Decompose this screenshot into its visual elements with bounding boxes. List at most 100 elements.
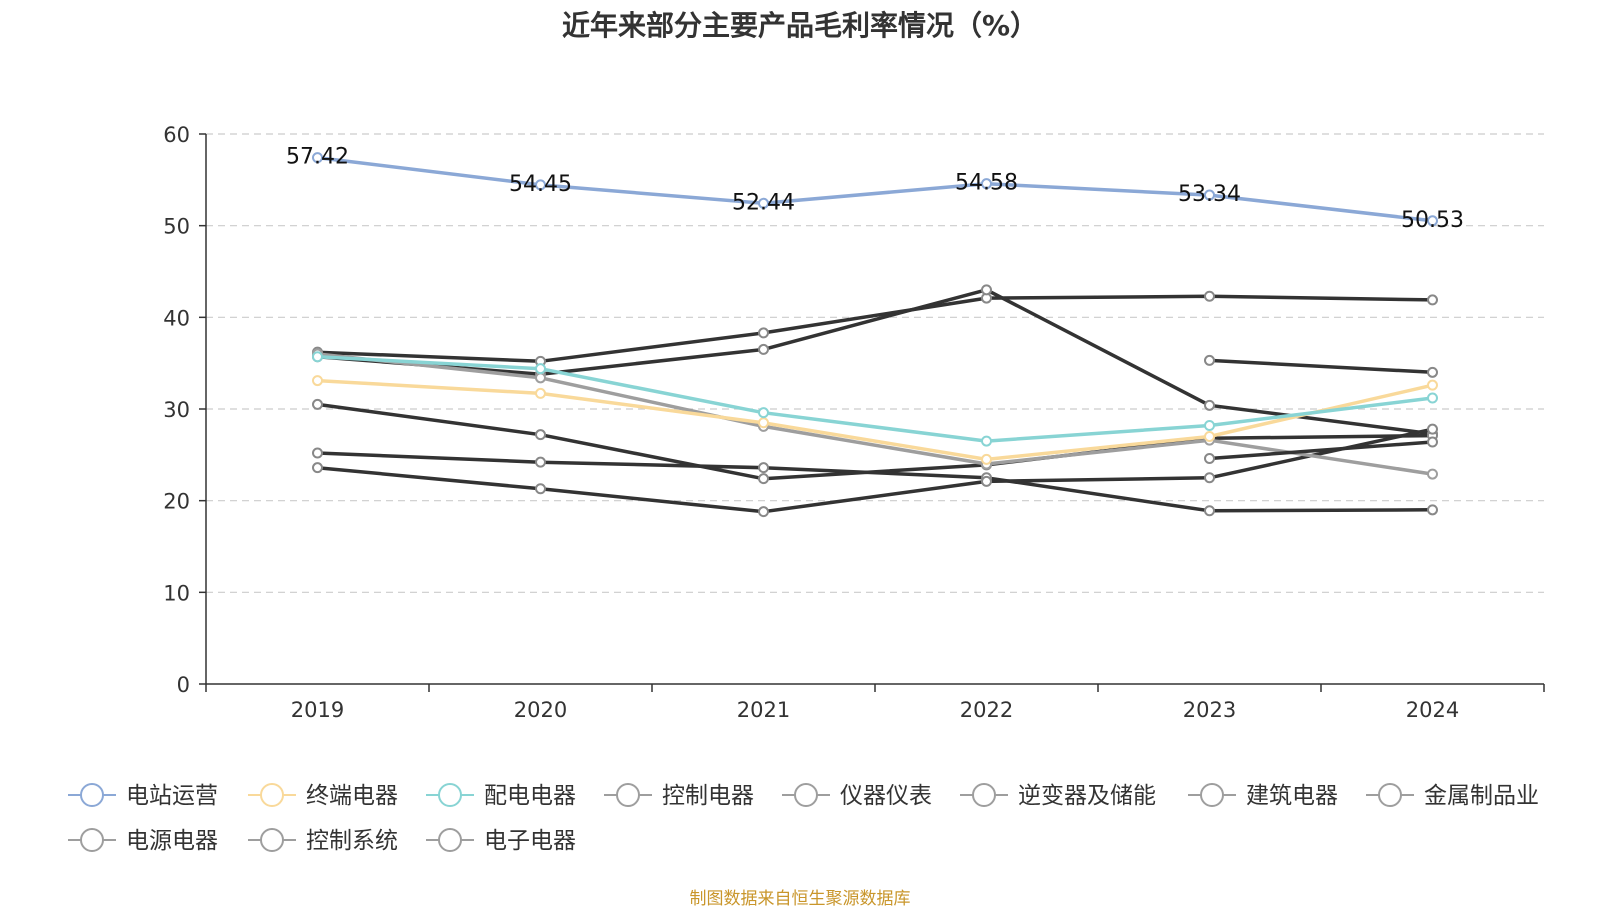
data-point[interactable] — [1204, 420, 1215, 431]
series-line — [317, 352, 1433, 476]
data-point[interactable] — [312, 152, 323, 164]
series-line — [317, 354, 1433, 443]
data-point[interactable] — [758, 197, 769, 209]
data-point[interactable] — [312, 375, 323, 387]
legend-label: 终端电器 — [306, 783, 398, 809]
data-point[interactable] — [758, 407, 769, 419]
data-point[interactable] — [1204, 189, 1215, 201]
data-label: 54.45 — [509, 172, 572, 197]
legend-marker — [438, 783, 462, 807]
x-tick-label: 2024 — [1406, 698, 1459, 722]
legend-item[interactable]: 仪器仪表 — [782, 783, 932, 809]
x-ticks: 2019 2020 2021 2022 2023 2024 — [205, 684, 1545, 722]
legend-marker — [794, 783, 818, 807]
data-point[interactable] — [535, 483, 546, 495]
source-note: 制图数据来自恒生聚源数据库 — [689, 889, 911, 909]
data-point[interactable] — [535, 387, 546, 399]
data-point[interactable] — [1427, 504, 1438, 516]
data-point[interactable] — [1204, 505, 1215, 517]
legend-label: 配电电器 — [484, 783, 576, 809]
data-point[interactable] — [312, 398, 323, 410]
data-point[interactable] — [758, 506, 769, 518]
data-point[interactable] — [1204, 472, 1215, 484]
y-grid: 0 10 20 30 40 50 60 — [163, 123, 1544, 697]
chart-title: 近年来部分主要产品毛利率情况（%） — [561, 9, 1039, 42]
legend-item[interactable]: 电源电器 — [68, 828, 218, 854]
data-point[interactable] — [535, 456, 546, 468]
x-tick-label: 2020 — [514, 698, 567, 722]
data-point[interactable] — [758, 343, 769, 355]
data-point[interactable] — [1427, 379, 1438, 391]
data-point[interactable] — [535, 363, 546, 375]
series-8 — [312, 447, 1438, 517]
data-point[interactable] — [1427, 392, 1438, 404]
series-11 — [1204, 436, 1438, 464]
legend-label: 仪器仪表 — [840, 783, 932, 809]
data-point[interactable] — [535, 372, 546, 384]
y-tick-label: 30 — [163, 398, 190, 422]
data-point[interactable] — [1427, 423, 1438, 435]
series-line — [317, 294, 1433, 364]
data-point[interactable] — [1427, 366, 1438, 378]
data-label: 52.44 — [732, 190, 795, 215]
data-point[interactable] — [758, 417, 769, 429]
data-point[interactable] — [1204, 290, 1215, 302]
legend-item[interactable]: 控制系统 — [248, 828, 398, 854]
legend-marker — [260, 783, 284, 807]
data-point[interactable] — [535, 179, 546, 191]
data-point[interactable] — [981, 475, 992, 487]
data-point[interactable] — [981, 284, 992, 296]
data-point[interactable] — [1204, 453, 1215, 464]
y-tick-label: 50 — [163, 215, 190, 239]
data-point[interactable] — [312, 462, 323, 474]
legend-marker — [1200, 783, 1224, 807]
legend-item[interactable]: 逆变器及储能 — [960, 783, 1156, 809]
series-2 — [312, 375, 1438, 465]
data-point[interactable] — [1204, 399, 1215, 411]
series-line — [317, 155, 1433, 223]
legend-item[interactable]: 电子电器 — [426, 828, 576, 854]
legend-marker — [80, 828, 104, 852]
data-point[interactable] — [312, 447, 323, 459]
data-point[interactable] — [981, 178, 992, 190]
data-label: 53.34 — [1178, 182, 1241, 207]
data-point[interactable] — [1427, 294, 1438, 306]
data-point[interactable] — [1204, 354, 1215, 366]
data-point[interactable] — [758, 462, 769, 474]
y-tick-label: 20 — [163, 490, 190, 514]
legend-label: 逆变器及储能 — [1018, 783, 1156, 809]
data-point[interactable] — [758, 327, 769, 339]
data-point[interactable] — [981, 453, 992, 465]
series-line — [317, 427, 1433, 514]
data-point[interactable] — [1427, 436, 1438, 448]
x-tick-label: 2021 — [737, 698, 790, 722]
data-point[interactable] — [1204, 431, 1215, 442]
legend-label: 电站运营 — [126, 783, 218, 809]
data-point[interactable] — [981, 435, 992, 447]
legend-item[interactable]: 金属制品业 — [1366, 783, 1539, 809]
legend-item[interactable]: 配电电器 — [426, 783, 576, 809]
data-point[interactable] — [312, 351, 323, 363]
legend-item[interactable]: 控制电器 — [604, 783, 754, 809]
data-point[interactable] — [535, 429, 546, 441]
series-line — [1209, 358, 1433, 375]
legend-item[interactable]: 电站运营 — [68, 783, 218, 809]
y-tick-label: 0 — [177, 673, 190, 697]
series-1: 57.42 54.45 52.44 54.58 53.34 50.53 — [286, 145, 1464, 233]
legend-label: 电子电器 — [484, 828, 576, 854]
legend-marker — [260, 828, 284, 852]
series-9 — [312, 423, 1438, 518]
data-point[interactable] — [1427, 468, 1438, 480]
data-label: 50.53 — [1401, 208, 1464, 233]
legend-item[interactable]: 建筑电器 — [1188, 783, 1338, 809]
series-line — [317, 378, 1433, 462]
data-point[interactable] — [1427, 215, 1438, 227]
data-label: 57.42 — [286, 145, 349, 170]
legend-marker — [616, 783, 640, 807]
legend-item[interactable]: 终端电器 — [248, 783, 398, 809]
data-point[interactable] — [758, 473, 769, 485]
y-tick-label: 40 — [163, 306, 190, 330]
series-3 — [312, 351, 1438, 447]
